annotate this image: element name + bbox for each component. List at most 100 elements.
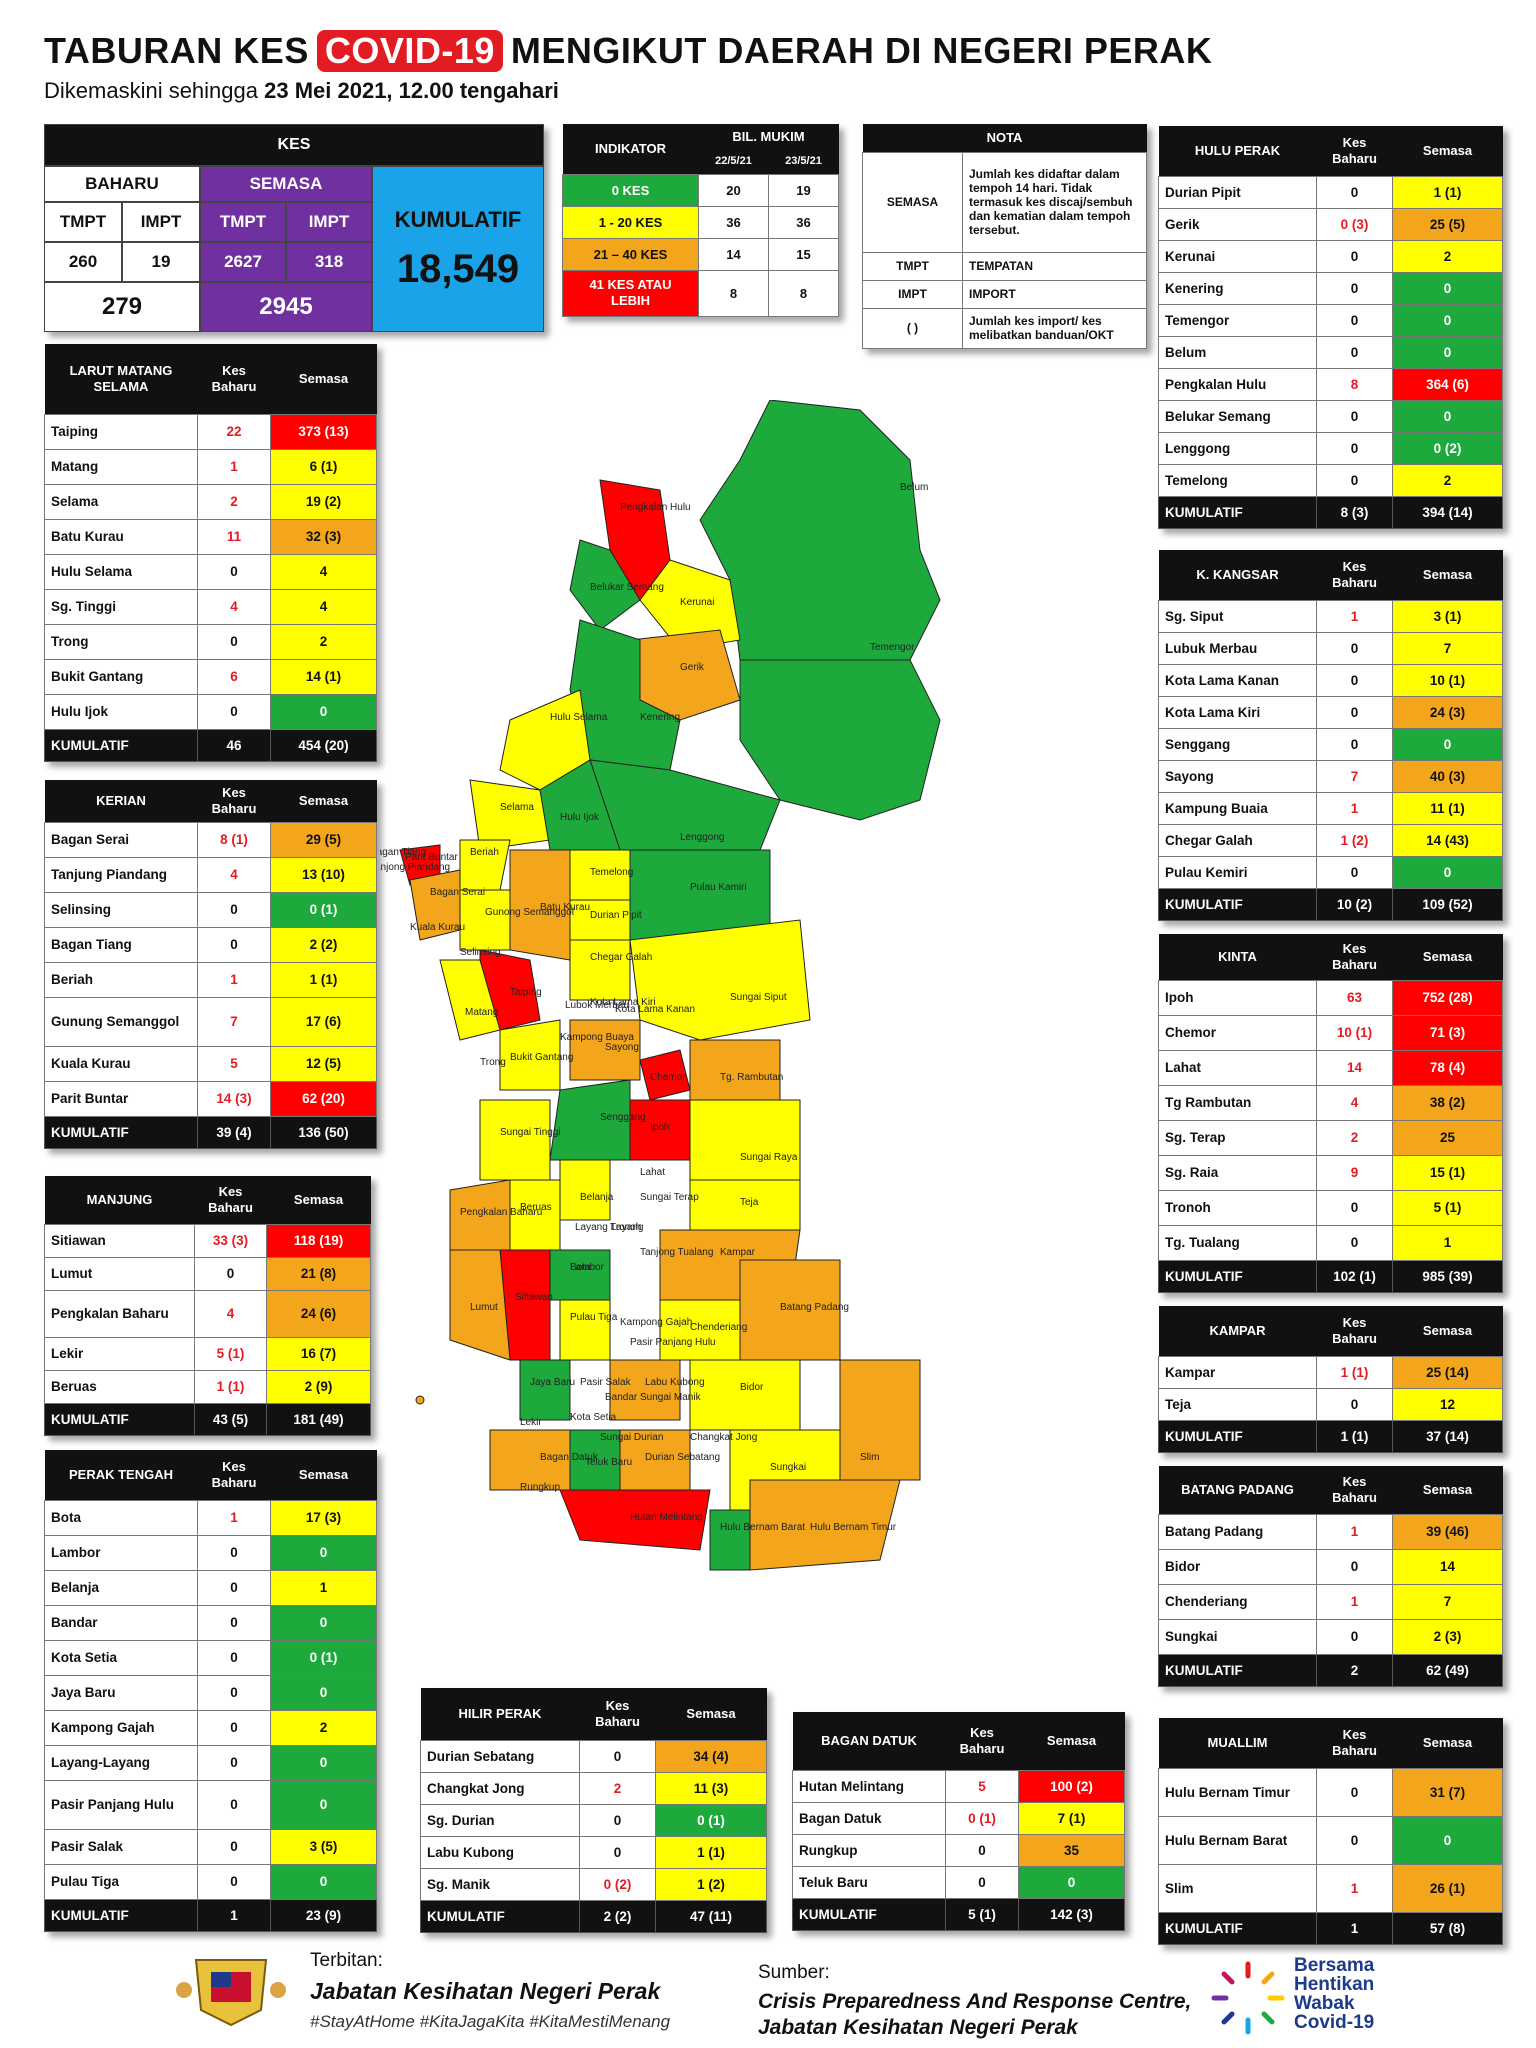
kes-baharu-value: 0 [197, 1709, 271, 1746]
semasa-value: 31 (7) [1392, 1767, 1503, 1817]
map-label: Sungkai [770, 1462, 806, 1473]
mukim-name: Kerunai [1158, 239, 1317, 273]
semasa-value: 14 [1392, 1548, 1503, 1585]
semasa-value: 7 (1) [1018, 1801, 1125, 1835]
nota-header: NOTA [862, 124, 1147, 152]
mukim-name: Bota [44, 1499, 198, 1536]
mukim-name: Sg. Terap [1158, 1119, 1317, 1156]
kes-baharu-value: 1 (1) [194, 1369, 267, 1404]
kes-baharu-value: 0 [197, 1604, 271, 1641]
kes-baharu-value: 1 [1316, 599, 1393, 633]
kes-baharu-value: 0 [197, 926, 271, 963]
baharu-tmpt-value: 260 [44, 242, 122, 282]
semasa-value: 100 (2) [1018, 1769, 1125, 1803]
map-label: Kota Setia [570, 1412, 617, 1423]
kes-baharu-value: 0 [1316, 1387, 1393, 1421]
ind-b: 8 [768, 269, 839, 317]
map-label: Slim [860, 1452, 879, 1463]
mukim-name: Lahat [1158, 1049, 1317, 1086]
semasa-value: 0 [1392, 335, 1503, 369]
mukim-name: Kota Lama Kiri [1158, 695, 1317, 729]
semasa-value: 17 (3) [270, 1499, 377, 1536]
table-row: Batang Padang 1 39 (46) [1158, 1513, 1503, 1550]
map-label: Lahat [640, 1167, 665, 1178]
semasa-value: 26 (1) [1392, 1863, 1503, 1913]
map-label: Selinsing [460, 947, 501, 958]
table-row: Kota Setia 0 0 (1) [44, 1639, 377, 1676]
kumulatif-baharu: 2 (2) [579, 1899, 656, 1933]
map-label: Sungai Tinggi [500, 1127, 561, 1138]
update-suffix: tengahari [459, 78, 559, 103]
table-row: Durian Sebatang 0 34 (4) [420, 1739, 767, 1773]
semasa-value: 1 [270, 1569, 377, 1606]
col-kes-baharu: Kes Baharu [1316, 126, 1393, 176]
ind-label: 1 - 20 KES [562, 205, 699, 239]
kes-baharu-value: 0 [1316, 271, 1393, 305]
mukim-name: Beruas [44, 1369, 195, 1404]
kes-baharu-value: 0 [1316, 855, 1393, 889]
kes-baharu-value: 8 [1316, 367, 1393, 401]
kumulatif-label: KUMULATIF [1158, 887, 1317, 921]
map-label: Labu Kubong [645, 1377, 705, 1388]
mukim-name: Pengkalan Baharu [44, 1289, 195, 1338]
semasa-value: 13 (10) [270, 856, 377, 893]
kes-baharu-value: 0 [197, 1674, 271, 1711]
title-part-b: MENGIKUT DAERAH DI NEGERI PERAK [510, 30, 1213, 71]
bil-mukim-header: BIL. MUKIM [698, 124, 839, 150]
semasa-header: SEMASA [200, 166, 372, 202]
district-name: HILIR PERAK [420, 1688, 580, 1740]
source-line-1: Crisis Preparedness And Response Centre, [758, 1990, 1192, 2013]
semasa-value: 1 (1) [655, 1835, 767, 1869]
kes-baharu-value: 7 [197, 996, 271, 1047]
semasa-value: 373 (13) [270, 413, 377, 450]
map-label: Sayong [605, 1042, 639, 1053]
kumulatif-semasa: 181 (49) [266, 1402, 371, 1436]
kes-baharu-value: 1 [1316, 1583, 1393, 1620]
semasa-value: 34 (4) [655, 1739, 767, 1773]
semasa-value: 17 (6) [270, 996, 377, 1047]
semasa-value: 11 (3) [655, 1771, 767, 1805]
table-row: Belanja 0 1 [44, 1569, 377, 1606]
map-label: Gerik [680, 662, 705, 673]
table-row: Belukar Semang 0 0 [1158, 399, 1503, 433]
table-row: Bagan Datuk 0 (1) 7 (1) [792, 1801, 1125, 1835]
mukim-name: Gunung Semanggol [44, 996, 198, 1047]
district-name: BAGAN DATUK [792, 1712, 946, 1770]
kumulatif-semasa: 62 (49) [1392, 1653, 1503, 1687]
kes-baharu-value: 0 [197, 1863, 271, 1900]
kumulatif-label: KUMULATIF [792, 1897, 946, 1931]
nota-value: Jumlah kes didaftar dalam tempoh 14 hari… [962, 151, 1147, 253]
mukim-name: Belukar Semang [1158, 399, 1317, 433]
table-row: Tronoh 0 5 (1) [1158, 1189, 1503, 1226]
table-row: Bukit Gantang 6 14 (1) [44, 658, 377, 695]
mukim-name: Slim [1158, 1863, 1317, 1913]
kes-baharu-value: 0 [579, 1835, 656, 1869]
semasa-value: 25 (14) [1392, 1355, 1503, 1389]
map-label: Tanjong Piandang [380, 862, 450, 873]
col-semasa: Semasa [1392, 550, 1503, 600]
kes-summary: KES BAHARU SEMASA KUMULATIF 18,549 TMPT … [44, 124, 544, 332]
district-table-kampar: KAMPAR Kes Baharu Semasa Kampar 1 (1) 25 … [1158, 1306, 1503, 1453]
mukim-name: Ipoh [1158, 979, 1317, 1016]
semasa-value: 2 [1392, 463, 1503, 497]
kumulatif-semasa: 454 (20) [270, 728, 377, 762]
map-label: Teluk Baru [585, 1457, 632, 1468]
map-label: Lenggong [680, 832, 725, 843]
kes-baharu-value: 0 (2) [579, 1867, 656, 1901]
map-label: Tronoh [610, 1222, 641, 1233]
semasa-value: 3 (1) [1392, 599, 1503, 633]
table-row: Pasir Panjang Hulu 0 0 [44, 1779, 377, 1830]
kes-baharu-value: 1 (2) [1316, 823, 1393, 857]
semasa-value: 0 [1018, 1865, 1125, 1899]
mukim-name: Selama [44, 483, 198, 520]
table-row: Lenggong 0 0 (2) [1158, 431, 1503, 465]
district-table-kangsar: K. KANGSAR Kes Baharu Semasa Sg. Siput 1 … [1158, 550, 1503, 921]
kes-baharu-value: 6 [197, 658, 271, 695]
table-row: Lumut 0 21 (8) [44, 1256, 371, 1291]
kes-baharu-value: 5 (1) [194, 1336, 267, 1371]
district-table-hulu: HULU PERAK Kes Baharu Semasa Durian Pipit… [1158, 126, 1503, 529]
kes-baharu-value: 0 [945, 1833, 1019, 1867]
table-row: Durian Pipit 0 1 (1) [1158, 175, 1503, 209]
district-table-kerian: KERIAN Kes Baharu Semasa Bagan Serai 8 (1… [44, 780, 377, 1149]
semasa-value: 7 [1392, 1583, 1503, 1620]
